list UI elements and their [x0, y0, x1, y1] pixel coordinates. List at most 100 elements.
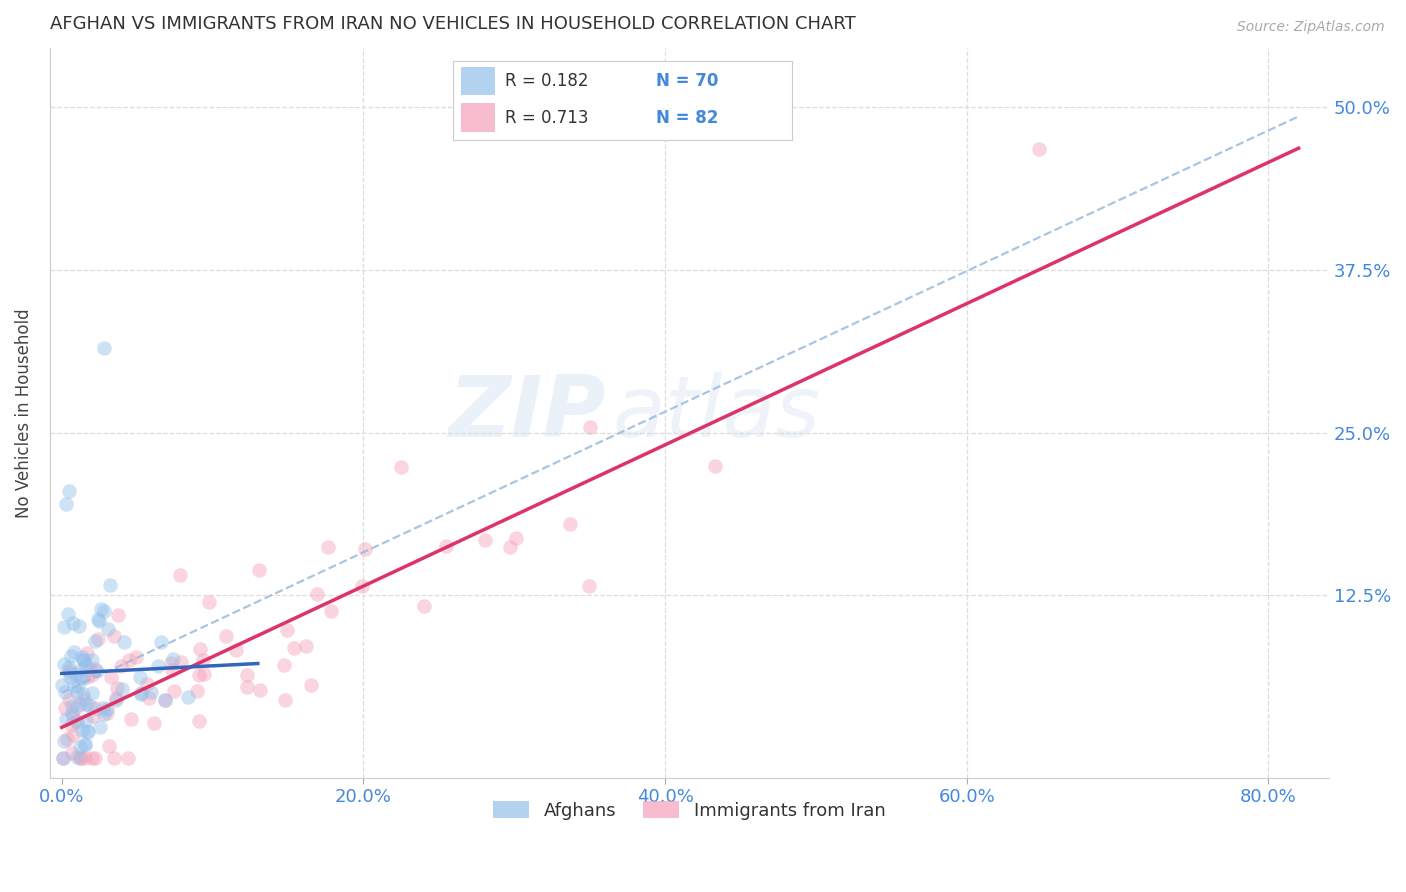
Point — [249, 683, 271, 698]
Point — [177, 690, 200, 704]
Point — [125, 650, 148, 665]
Point — [55, 497, 77, 511]
Point — [70, 723, 93, 738]
Point — [295, 639, 318, 653]
Point — [273, 658, 295, 673]
Point — [412, 599, 434, 613]
Point — [169, 567, 191, 582]
Point — [58, 484, 80, 499]
Point — [53, 733, 76, 747]
Point — [82, 653, 104, 667]
Point — [73, 653, 96, 667]
Point — [82, 708, 104, 723]
Point — [163, 683, 186, 698]
Point — [236, 667, 259, 681]
Point — [73, 692, 96, 706]
Point — [72, 671, 94, 685]
Point — [52, 751, 75, 765]
Point — [83, 751, 105, 765]
Point — [70, 751, 93, 765]
Point — [153, 693, 176, 707]
Point — [84, 701, 107, 715]
Point — [65, 667, 87, 681]
Point — [62, 616, 84, 631]
Point — [112, 635, 135, 649]
Point — [191, 653, 214, 667]
Text: ZIP: ZIP — [449, 371, 606, 455]
Point — [60, 746, 83, 760]
Point — [136, 677, 159, 691]
Point — [53, 700, 76, 714]
Point — [150, 634, 173, 648]
Point — [66, 679, 89, 693]
Point — [170, 655, 193, 669]
Point — [53, 620, 76, 634]
Point — [76, 670, 98, 684]
Point — [111, 682, 134, 697]
Point — [142, 715, 165, 730]
Point — [98, 578, 121, 592]
Point — [51, 677, 73, 691]
Point — [82, 668, 104, 682]
Point — [214, 629, 236, 643]
Point — [162, 663, 184, 677]
Point — [321, 604, 343, 618]
Point — [188, 668, 211, 682]
Point — [434, 539, 457, 553]
Point — [350, 579, 373, 593]
Point — [69, 751, 91, 765]
Point — [103, 629, 125, 643]
Point — [53, 684, 76, 698]
Point — [76, 646, 98, 660]
Point — [110, 658, 132, 673]
Point — [62, 728, 84, 742]
Point — [274, 693, 297, 707]
Point — [66, 699, 89, 714]
Point — [198, 595, 221, 609]
Point — [578, 578, 600, 592]
Point — [1028, 142, 1050, 156]
Point — [84, 634, 107, 648]
Point — [75, 657, 97, 672]
Point — [305, 587, 328, 601]
Point — [283, 641, 305, 656]
Point — [104, 693, 127, 707]
Point — [69, 670, 91, 684]
Point — [118, 652, 141, 666]
Point — [193, 666, 215, 681]
Point — [75, 697, 97, 711]
Legend: Afghans, Immigrants from Iran: Afghans, Immigrants from Iran — [485, 794, 893, 827]
Point — [146, 659, 169, 673]
Point — [73, 738, 96, 752]
Point — [247, 563, 270, 577]
Text: Source: ZipAtlas.com: Source: ZipAtlas.com — [1237, 20, 1385, 34]
Point — [90, 602, 112, 616]
Point — [73, 751, 96, 765]
Point — [190, 642, 212, 657]
Point — [704, 459, 727, 474]
Point — [59, 649, 82, 664]
Point — [66, 750, 89, 764]
Point — [96, 706, 118, 721]
Point — [87, 612, 110, 626]
Point — [58, 607, 80, 621]
Point — [103, 751, 125, 765]
Point — [107, 608, 129, 623]
Point — [391, 459, 413, 474]
Point — [52, 751, 75, 765]
Point — [354, 541, 377, 556]
Point — [58, 692, 80, 706]
Point — [105, 690, 128, 705]
Point — [97, 622, 120, 636]
Point — [72, 687, 94, 701]
Point — [58, 660, 80, 674]
Point — [96, 702, 118, 716]
Point — [63, 645, 86, 659]
Y-axis label: No Vehicles in Household: No Vehicles in Household — [15, 309, 32, 518]
Point — [139, 685, 162, 699]
Point — [75, 713, 97, 727]
Point — [52, 657, 75, 671]
Point — [62, 709, 84, 723]
Point — [59, 666, 82, 681]
Point — [316, 540, 339, 554]
